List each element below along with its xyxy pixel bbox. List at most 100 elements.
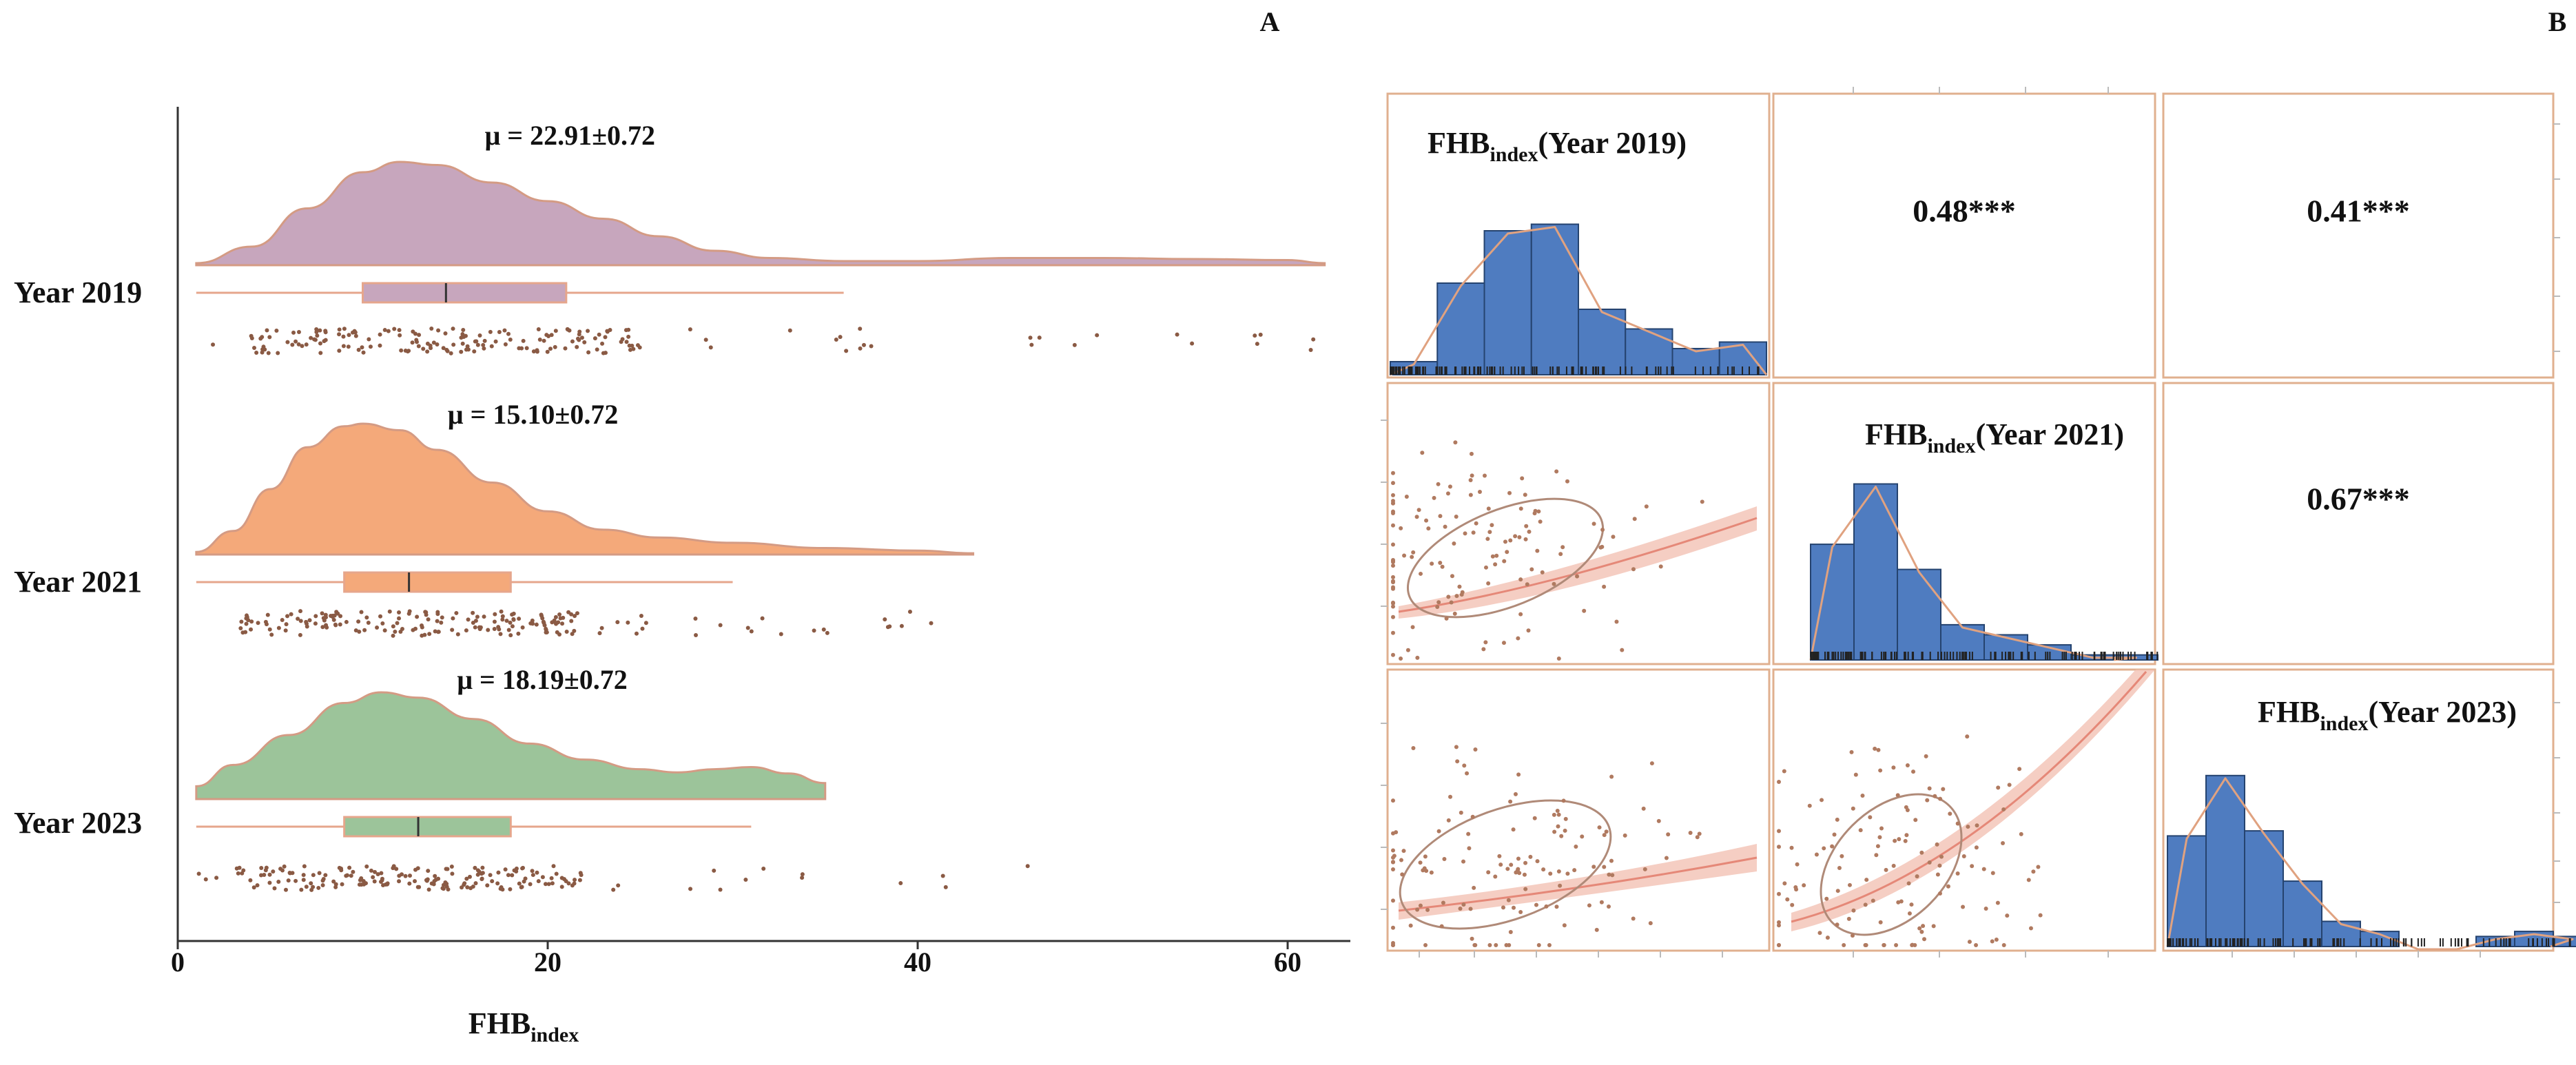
cell-frame <box>2162 668 2555 952</box>
rain-point <box>406 611 411 616</box>
rain-point <box>425 349 430 354</box>
scatter-point <box>1526 628 1531 633</box>
scatter-point <box>1554 904 1559 909</box>
scatter-point <box>1777 891 1781 896</box>
scatter-point <box>1483 640 1488 645</box>
scatter-point <box>2026 878 2031 882</box>
scatter-point <box>1400 872 1405 877</box>
scatter-point <box>1391 501 1395 506</box>
scatter-point <box>1391 925 1395 930</box>
scatter-point <box>1453 440 1458 445</box>
rain-point <box>364 864 369 869</box>
rain-point <box>444 885 449 889</box>
rain-point <box>299 887 304 892</box>
scatter-point <box>1473 747 1478 752</box>
rain-point <box>391 633 395 638</box>
rain-point <box>323 329 328 333</box>
rain-point <box>531 349 536 354</box>
scatter-point <box>1697 831 1702 836</box>
scatter-point <box>1517 871 1522 876</box>
scatter-point <box>1544 904 1549 909</box>
scatter-point <box>1501 905 1505 910</box>
scatter-point <box>1443 524 1447 529</box>
scatter-point <box>1795 862 1800 867</box>
scatter-point <box>1939 854 1944 859</box>
rain-point <box>280 617 285 622</box>
rain-point <box>542 623 547 628</box>
scatter-point <box>1524 524 1529 528</box>
scatter-point <box>1794 887 1799 892</box>
scatter-point <box>1494 553 1499 558</box>
scatter-point <box>1459 810 1463 815</box>
rain-point <box>570 339 575 344</box>
rain-point <box>549 333 554 338</box>
scatter-point <box>1473 943 1478 947</box>
rain-point <box>244 616 249 621</box>
rain-point <box>760 616 765 621</box>
rain-point <box>745 625 750 630</box>
scatter-point <box>2036 865 2041 869</box>
scatter-point <box>1602 584 1607 589</box>
density-curve <box>1390 226 1768 376</box>
scatter-point <box>1511 905 1516 910</box>
scatter-point <box>1876 747 1881 752</box>
rain-point <box>380 621 385 625</box>
rain-point <box>520 625 525 630</box>
scatter-point <box>1391 585 1395 590</box>
rain-point <box>478 625 483 630</box>
rain-point <box>812 628 816 633</box>
scatter-point <box>1508 929 1513 934</box>
rain-point <box>249 619 254 624</box>
scatter-point <box>1777 829 1781 834</box>
rain-point <box>403 873 408 878</box>
rain-point <box>482 338 487 343</box>
rain-point <box>634 631 639 636</box>
scatter-point <box>1399 526 1403 530</box>
rain-point <box>364 615 369 620</box>
panel-label-a: A <box>1260 6 1280 37</box>
scatter-point <box>1424 518 1429 523</box>
rain-point <box>429 327 434 331</box>
rain-point <box>265 612 270 617</box>
mean-label: μ = 18.19±0.72 <box>457 664 627 695</box>
rain-point <box>420 625 424 630</box>
scatter-point <box>1849 749 1854 754</box>
rain-point <box>314 327 319 332</box>
rain-point <box>459 335 464 340</box>
scatter-point <box>1438 514 1443 519</box>
scatter-point <box>1450 574 1454 579</box>
scatter-point <box>1482 473 1487 478</box>
scatter-point <box>1522 872 1527 877</box>
scatter-point <box>1405 648 1410 652</box>
rain-point <box>743 878 748 882</box>
rain-point <box>263 619 268 624</box>
scatter-point <box>1535 859 1540 864</box>
scatter-point <box>1666 832 1671 837</box>
scatter-point <box>1607 872 1611 877</box>
rain-point <box>465 885 470 889</box>
rain-point <box>440 615 444 620</box>
rain-point <box>307 618 312 623</box>
rain-point <box>550 881 555 886</box>
correlation-value: 0.41*** <box>2307 193 2410 228</box>
rain-point <box>572 628 577 633</box>
scatter-point <box>1404 494 1409 499</box>
rain-point <box>511 617 516 622</box>
scatter-point <box>1631 567 1636 572</box>
rain-point <box>563 346 568 351</box>
scatter-point <box>1503 539 1507 544</box>
y-category-label: Year 2021 <box>14 565 142 599</box>
rain-point <box>500 614 505 619</box>
series-year-2021: Year 2021 μ = 15.10±0.72 <box>14 399 975 638</box>
scatter-point <box>1906 881 1911 886</box>
scatter-point <box>1631 916 1636 921</box>
rain-point <box>240 871 245 876</box>
rain-point <box>503 867 508 872</box>
scatter-point <box>1532 511 1537 516</box>
rain-point <box>391 866 395 871</box>
rain-point <box>624 328 628 333</box>
scatter-point <box>1513 534 1518 539</box>
scatter-point <box>1486 506 1491 511</box>
rain-point <box>282 864 287 869</box>
hist-bar <box>2167 835 2207 948</box>
